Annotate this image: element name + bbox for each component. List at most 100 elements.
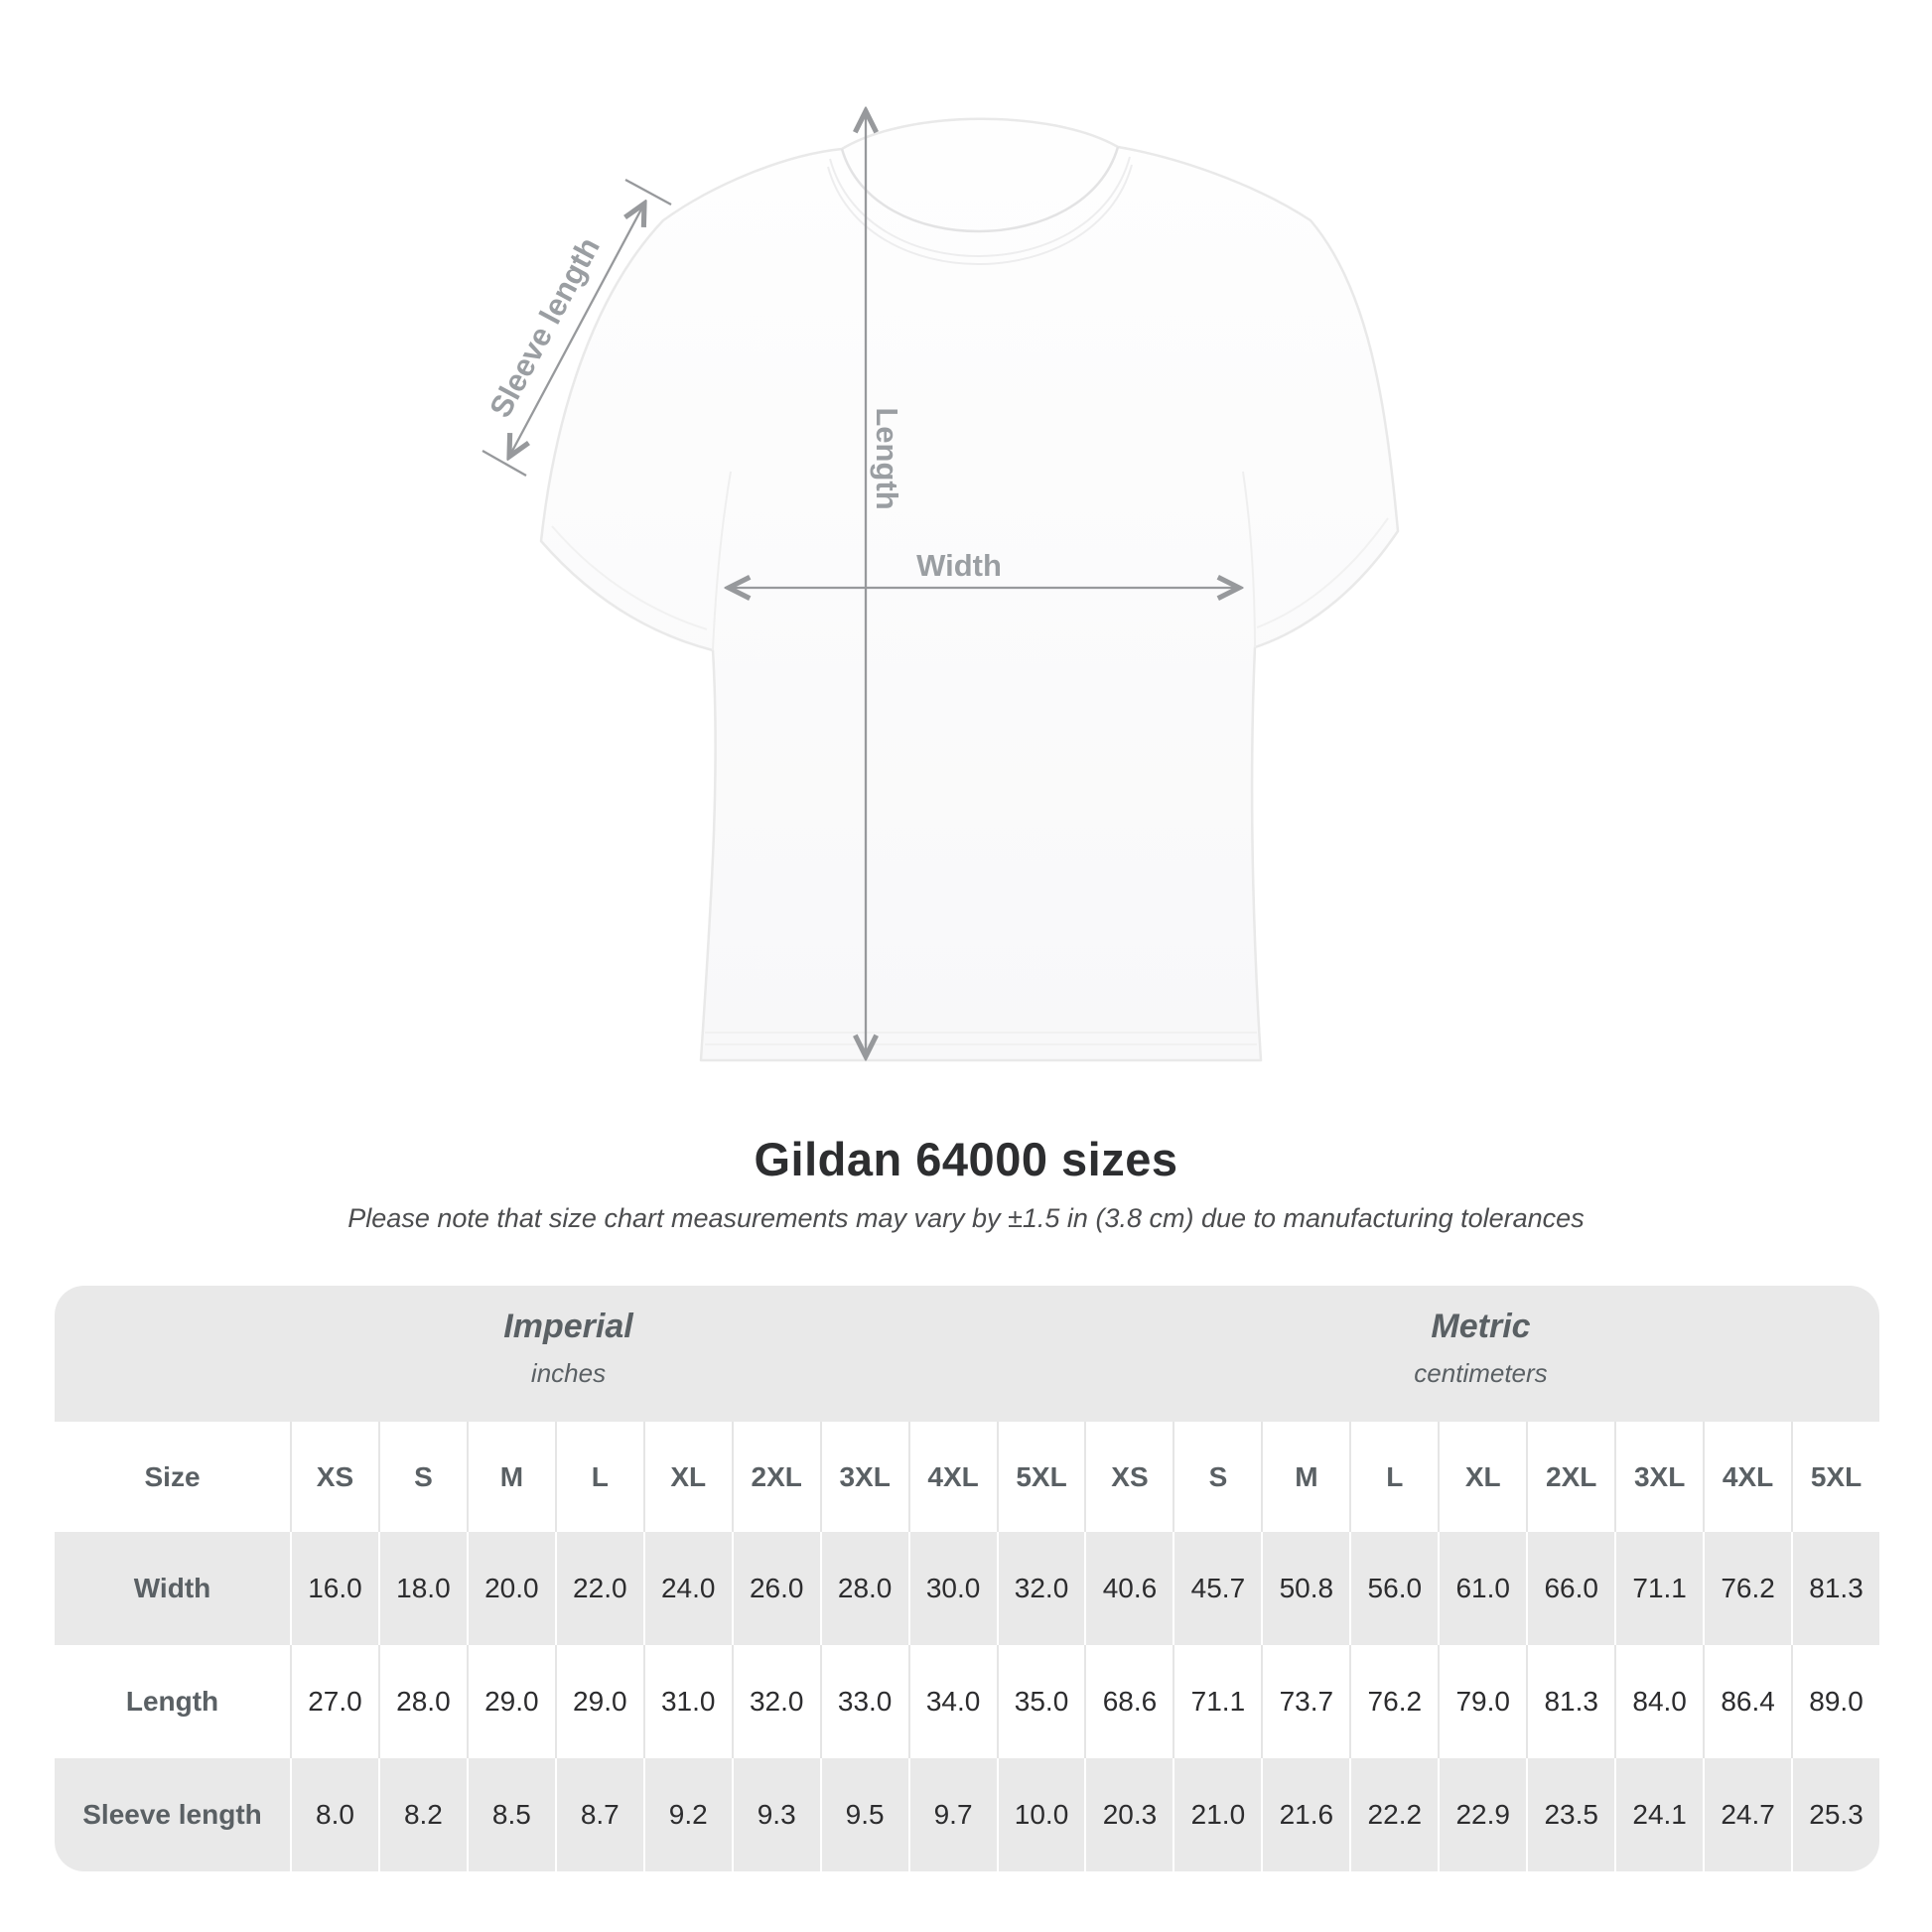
width-row: Width 16.0 18.0 20.0 22.0 24.0 26.0 28.0… [55,1532,1879,1645]
measurement-value: 20.0 [466,1532,555,1645]
size-col-header: 3XL [1614,1422,1703,1532]
measurement-value: 8.7 [554,1758,643,1871]
measurement-value: 35.0 [996,1645,1085,1758]
size-col-header: 4XL [1703,1422,1791,1532]
tshirt-size-diagram: Sleeve length Length Width [482,0,1400,1062]
measurement-value: 81.3 [1526,1645,1614,1758]
measurement-value: 22.9 [1438,1758,1526,1871]
row-label: Sleeve length [82,1799,262,1830]
measurement-value: 8.5 [466,1758,555,1871]
measurement-value: 56.0 [1349,1532,1438,1645]
measurement-value: 9.7 [907,1758,997,1871]
measurement-value: 86.4 [1703,1645,1791,1758]
measurement-value: 76.2 [1349,1645,1438,1758]
size-col-header: S [377,1422,467,1532]
size-col-header: 5XL [1791,1422,1879,1532]
measurement-value: 18.0 [377,1532,467,1645]
row-label: Length [125,1686,219,1717]
sleeve-length-row: Sleeve length 8.0 8.2 8.5 8.7 9.2 9.3 9.… [55,1758,1879,1871]
measurement-value: 23.5 [1526,1758,1614,1871]
measurement-value: 89.0 [1791,1645,1879,1758]
measurement-value: 27.0 [290,1645,378,1758]
measurement-value: 31.0 [642,1645,732,1758]
unit-group-unit: inches [530,1357,607,1388]
measurement-value: 9.3 [731,1758,820,1871]
measurement-value: 68.6 [1084,1645,1173,1758]
size-col-header: XL [642,1422,732,1532]
unit-group-imperial: Imperial inches [55,1286,1082,1416]
measurement-value: 50.8 [1261,1532,1349,1645]
measurement-value: 10.0 [996,1758,1085,1871]
unit-group-unit: centimeters [1414,1357,1548,1388]
measurement-value: 73.7 [1261,1645,1349,1758]
measurement-value: 29.0 [466,1645,555,1758]
tshirt-shape [539,117,1400,1062]
measurement-value: 29.0 [554,1645,643,1758]
size-col-header: XS [290,1422,378,1532]
width-dimension-label: Width [916,548,1002,583]
measurement-value: 8.2 [377,1758,467,1871]
measurement-value: 40.6 [1084,1532,1173,1645]
measurement-value: 24.1 [1614,1758,1703,1871]
sleeve-dimension-tick-top [624,178,672,207]
measurement-value: 24.7 [1703,1758,1791,1871]
measurement-value: 66.0 [1526,1532,1614,1645]
measurement-value: 21.6 [1261,1758,1349,1871]
measurement-value: 33.0 [819,1645,908,1758]
size-row-label: Size [144,1460,201,1492]
size-col-header: M [466,1422,555,1532]
measurement-value: 76.2 [1703,1532,1791,1645]
unit-group-metric: Metric centimeters [1082,1286,1879,1416]
tolerance-note: Please note that size chart measurements… [347,1203,1585,1233]
unit-group-name: Metric [1431,1307,1531,1345]
length-dimension-label: Length [870,407,904,510]
measurement-value: 8.0 [290,1758,378,1871]
measurement-value: 28.0 [819,1532,908,1645]
measurement-value: 22.0 [554,1532,643,1645]
measurement-value: 45.7 [1173,1532,1261,1645]
unit-group-band: Imperial inches Metric centimeters [55,1286,1879,1422]
measurement-value: 22.2 [1349,1758,1438,1871]
size-col-header: 2XL [731,1422,820,1532]
size-col-header: L [1349,1422,1438,1532]
size-col-header: 5XL [996,1422,1085,1532]
measurement-value: 81.3 [1791,1532,1879,1645]
sleeve-dimension-tick-bottom [482,450,527,477]
measurement-value: 32.0 [996,1532,1085,1645]
size-col-header: 3XL [819,1422,908,1532]
measurement-value: 9.5 [819,1758,908,1871]
tshirt-illustration [482,0,1400,1062]
size-header-row: Size XS S M L XL 2XL 3XL 4XL 5XL XS S M … [55,1422,1879,1532]
measurement-value: 21.0 [1173,1758,1261,1871]
size-table: Imperial inches Metric centimeters Size … [55,1286,1879,1871]
size-col-header: M [1261,1422,1349,1532]
measurement-value: 20.3 [1084,1758,1173,1871]
size-col-header: XS [1084,1422,1173,1532]
measurement-value: 32.0 [731,1645,820,1758]
size-col-header: 4XL [907,1422,997,1532]
measurement-value: 26.0 [731,1532,820,1645]
sleeve-dimension-line [510,206,643,455]
measurement-value: 34.0 [907,1645,997,1758]
size-col-header: S [1173,1422,1261,1532]
measurement-value: 71.1 [1173,1645,1261,1758]
size-col-header: XL [1438,1422,1526,1532]
size-col-header: 2XL [1526,1422,1614,1532]
measurement-value: 61.0 [1438,1532,1526,1645]
measurement-value: 84.0 [1614,1645,1703,1758]
page-title: Gildan 64000 sizes [754,1133,1178,1185]
length-row: Length 27.0 28.0 29.0 29.0 31.0 32.0 33.… [55,1645,1879,1758]
measurement-value: 28.0 [377,1645,467,1758]
unit-group-name: Imperial [503,1307,633,1345]
row-label: Width [133,1573,211,1603]
measurement-value: 9.2 [642,1758,732,1871]
measurement-value: 30.0 [907,1532,997,1645]
measurement-value: 71.1 [1614,1532,1703,1645]
measurement-lines [482,113,1237,1054]
measurement-value: 25.3 [1791,1758,1879,1871]
measurement-value: 24.0 [642,1532,732,1645]
size-col-header: L [554,1422,643,1532]
measurement-value: 79.0 [1438,1645,1526,1758]
measurement-value: 16.0 [290,1532,378,1645]
